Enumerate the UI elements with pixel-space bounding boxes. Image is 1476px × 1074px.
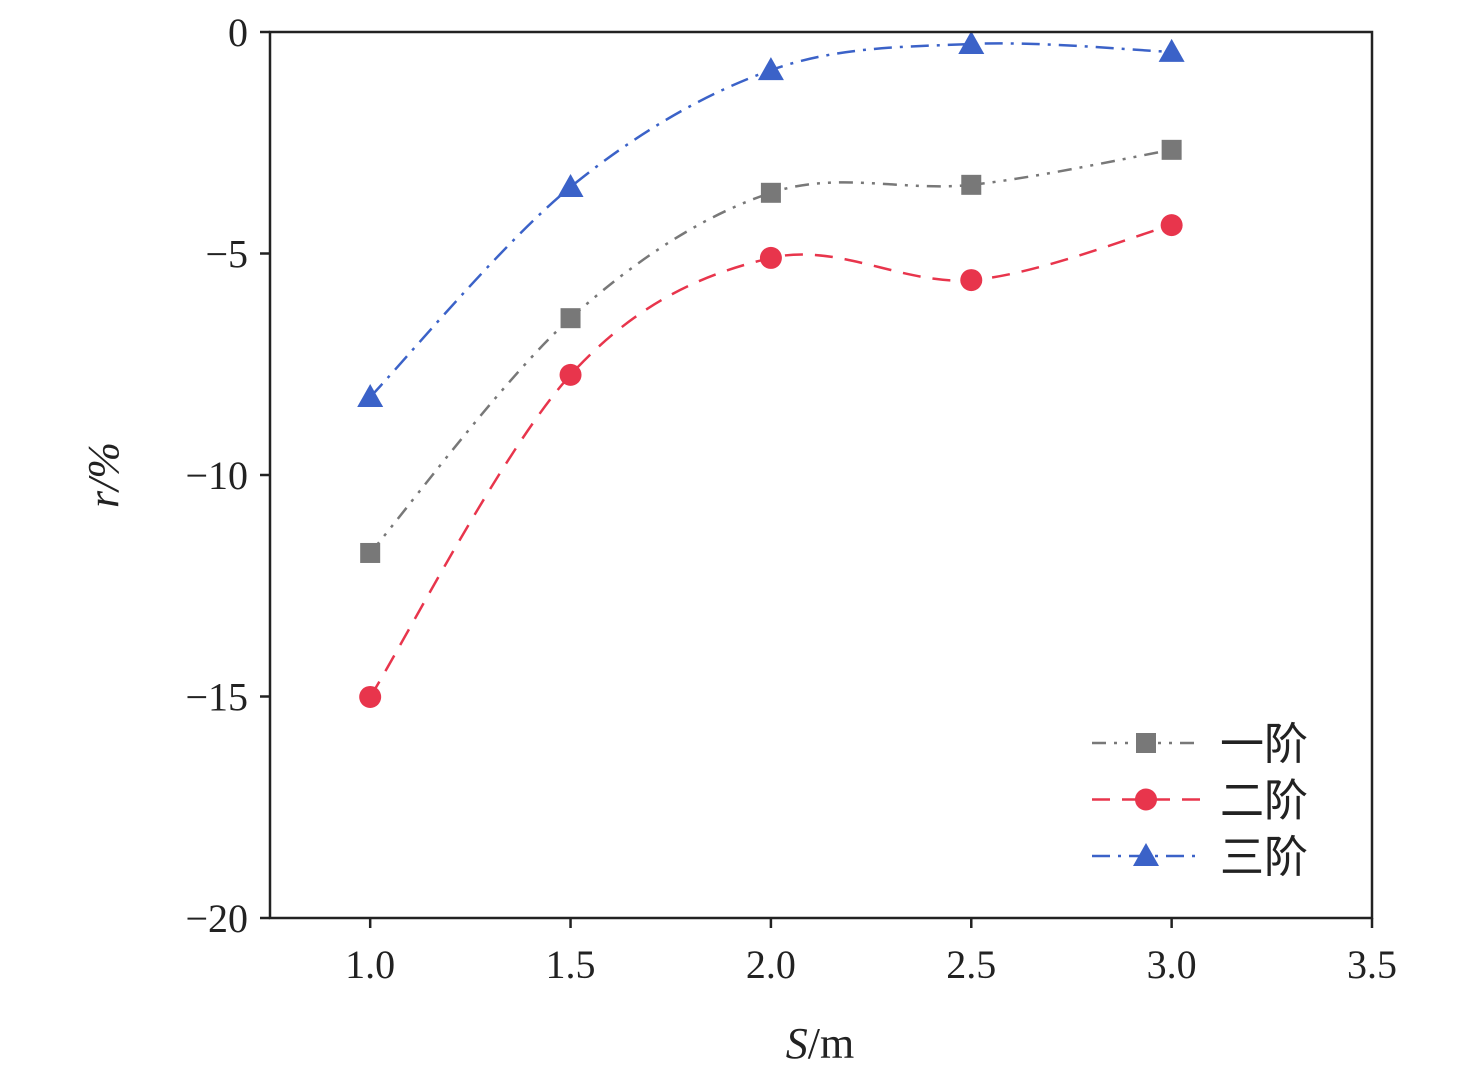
data-point-triangle — [357, 384, 384, 408]
plot-frame — [268, 30, 1374, 920]
y-tick-label: −10 — [185, 453, 248, 498]
legend-marker-triangle — [1133, 843, 1159, 866]
legend-label: 二阶 — [1220, 777, 1308, 826]
data-point-square — [961, 174, 982, 195]
y-axis-label: r/% — [79, 442, 128, 508]
legend-label: 一阶 — [1220, 720, 1308, 769]
data-point-square — [1161, 139, 1182, 160]
data-point-triangle — [958, 30, 985, 54]
series-line-3 — [369, 42, 1172, 398]
data-point-triangle — [1158, 38, 1185, 62]
x-tick-label: 2.0 — [746, 942, 796, 987]
data-point-triangle — [757, 57, 784, 81]
x-tick-label: 3.5 — [1347, 942, 1397, 987]
data-point-square — [360, 542, 381, 563]
data-point-circle — [559, 363, 582, 386]
x-tick-label: 1.5 — [546, 942, 596, 987]
x-tick-label: 3.0 — [1147, 942, 1197, 987]
data-point-circle — [359, 685, 382, 708]
y-tick-label: 0 — [228, 10, 248, 55]
series-line-2 — [369, 223, 1172, 698]
legend-marker-circle — [1135, 788, 1157, 811]
data-point-circle — [960, 269, 983, 292]
data-point-square — [760, 182, 781, 203]
data-point-circle — [1160, 214, 1183, 237]
legend-marker-square — [1136, 733, 1156, 753]
y-tick-label: −20 — [185, 896, 248, 941]
x-tick-label: 2.5 — [946, 942, 996, 987]
data-point-circle — [759, 246, 782, 269]
data-point-square — [560, 308, 581, 329]
y-tick-label: −5 — [205, 232, 248, 277]
y-tick-label: −15 — [185, 675, 248, 720]
series-line-1 — [369, 148, 1172, 554]
x-tick-label: 1.0 — [345, 942, 395, 987]
x-axis-label: S/m — [786, 1019, 854, 1068]
legend-label: 三阶 — [1220, 833, 1308, 882]
data-point-triangle — [557, 174, 584, 198]
